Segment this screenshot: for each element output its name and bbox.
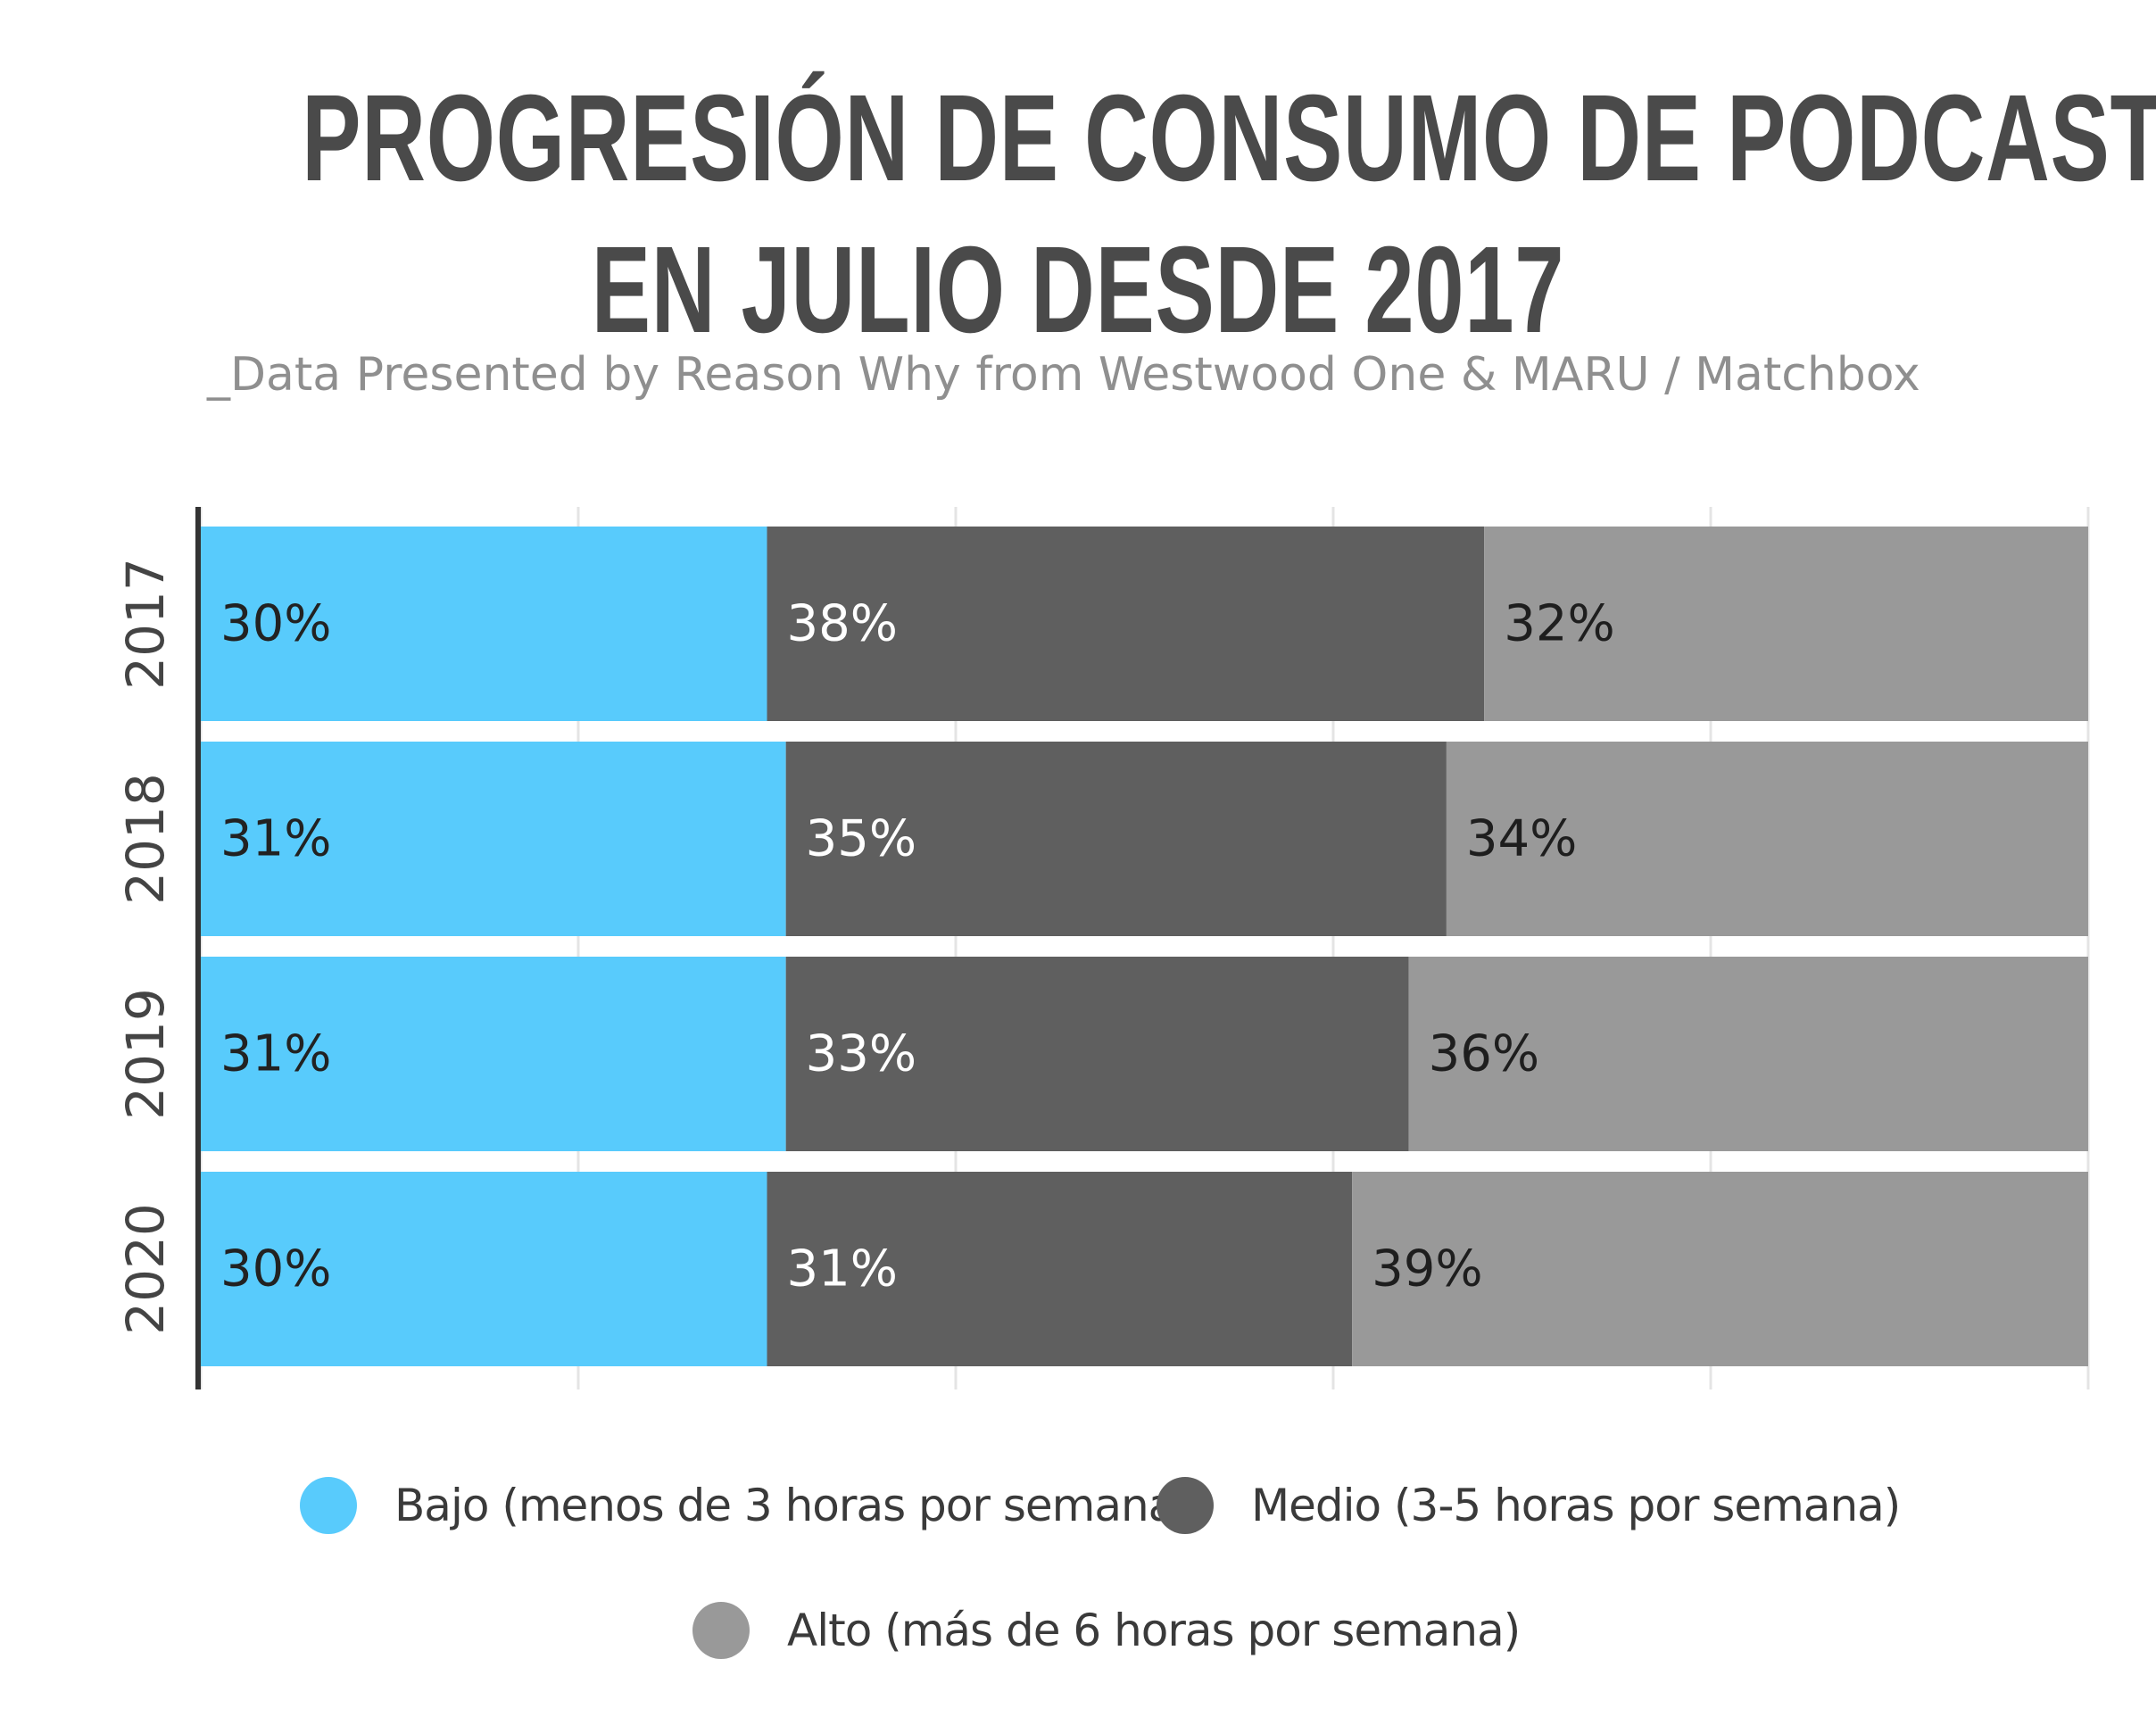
data-label-2019-series-3: 36%	[1429, 1025, 1539, 1083]
data-labels: 30% 38% 32% 31% 35% 34% 31% 33% 36% 30% 31% 39%	[220, 595, 1615, 1298]
legend-label-series-2: Medio (3-5 horas por semana)	[1251, 1480, 1901, 1531]
bar-segment-2019-series-2	[785, 957, 1409, 1151]
data-label-2018-series-3: 34%	[1466, 810, 1577, 868]
legend-swatch-series-3	[692, 1602, 750, 1659]
bar-segment-2018-series-1	[201, 742, 786, 936]
bar-segment-2017-series-2	[767, 527, 1485, 721]
bar-segment-2020-series-2	[767, 1172, 1353, 1366]
legend-item-series-1: Bajo (menos de 3 horas por semana)	[300, 1477, 1192, 1534]
bar-segment-2019-series-3	[1408, 957, 2088, 1151]
chart-title-line-1: PROGRESIÓN DE CONSUMO DE PODCAST	[302, 70, 2156, 207]
legend-label-series-3: Alto (más de 6 horas por semana)	[787, 1605, 1521, 1656]
data-label-2019-series-1: 31%	[220, 1025, 331, 1083]
legend-item-series-2: Medio (3-5 horas por semana)	[1157, 1477, 1901, 1534]
category-labels: 2017 2018 2019 2020	[115, 558, 176, 1335]
legend-item-series-3: Alto (más de 6 horas por semana)	[692, 1602, 1521, 1659]
category-label-2019: 2019	[115, 988, 176, 1120]
category-label-2020: 2020	[115, 1203, 176, 1335]
data-label-2018-series-1: 31%	[220, 810, 331, 868]
bar-segment-2018-series-2	[785, 742, 1447, 936]
legend-swatch-series-1	[300, 1477, 357, 1534]
category-label-2018: 2018	[115, 773, 176, 905]
chart-subtitle: _Data Presented by Reason Why from Westw…	[207, 348, 1920, 402]
data-label-2017-series-3: 32%	[1504, 595, 1614, 653]
bars	[201, 527, 2088, 1366]
bar-segment-2020-series-1	[201, 1172, 767, 1366]
chart-title-line-2: EN JULIO DESDE 2017	[591, 221, 1565, 359]
data-label-2018-series-2: 35%	[806, 810, 916, 868]
bar-segment-2018-series-3	[1446, 742, 2088, 936]
bar-segment-2017-series-3	[1484, 527, 2088, 721]
bar-segment-2019-series-1	[201, 957, 786, 1151]
chart-title: PROGRESIÓN DE CONSUMO DE PODCAST EN JULI…	[0, 62, 2156, 366]
bar-segment-2020-series-3	[1352, 1172, 2088, 1366]
data-label-2017-series-2: 38%	[787, 595, 898, 653]
legend-swatch-series-2	[1157, 1477, 1214, 1534]
data-label-2020-series-1: 30%	[220, 1240, 331, 1298]
data-label-2020-series-3: 39%	[1372, 1240, 1482, 1298]
category-label-2017: 2017	[115, 558, 176, 690]
data-label-2017-series-1: 30%	[220, 595, 331, 653]
legend-label-series-1: Bajo (menos de 3 horas por semana)	[394, 1480, 1192, 1531]
data-label-2020-series-2: 31%	[787, 1240, 898, 1298]
data-label-2019-series-2: 33%	[806, 1025, 916, 1083]
bar-segment-2017-series-1	[201, 527, 767, 721]
